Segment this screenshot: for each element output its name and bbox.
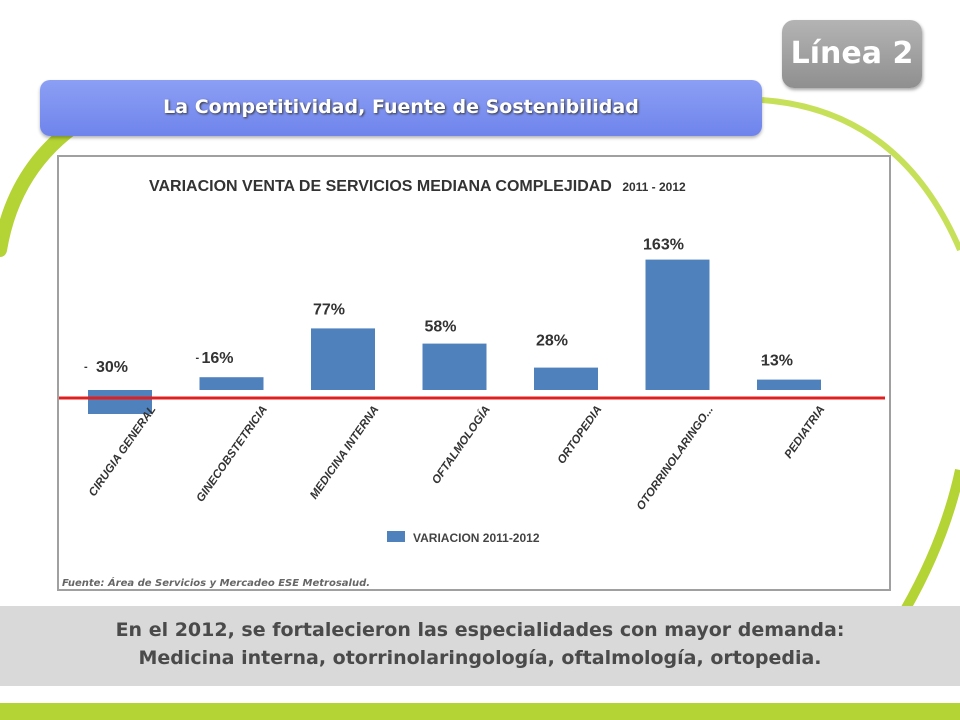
data-label-2: 16% [201, 350, 233, 367]
data-label-1: 30% [96, 359, 128, 376]
negative-marker-1: - [84, 361, 88, 373]
data-label-7: 13% [761, 353, 793, 370]
conclusion-text: En el 2012, se fortalecieron las especia… [20, 616, 940, 672]
conclusion-line-1: En el 2012, se fortalecieron las especia… [115, 619, 845, 641]
legend-label: VARIACION 2011-2012 [413, 531, 540, 545]
bar-1 [88, 390, 152, 414]
category-label-5: ORTOPEDIA [556, 404, 605, 467]
category-label-4: OFTALMOLOGÍA [429, 403, 493, 486]
bar-3 [311, 328, 375, 390]
bar-4 [422, 343, 487, 390]
category-label-6: OTORRINOLARINGO... [635, 404, 716, 513]
banner-title: La Competitividad, Fuente de Sostenibili… [163, 96, 639, 118]
bar-5 [534, 367, 598, 390]
bar-chart: VARIACION VENTA DE SERVICIOS MEDIANA COM… [59, 178, 885, 545]
conclusion-line-2: Medicina interna, otorrinolaringología, … [138, 647, 822, 669]
chart-title: VARIACION VENTA DE SERVICIOS MEDIANA COM… [149, 178, 686, 195]
chart-title-years: 2011 - 2012 [622, 180, 686, 194]
category-label-7: PEDIATRIA [783, 404, 828, 461]
chart-container: VARIACION VENTA DE SERVICIOS MEDIANA COM… [57, 155, 891, 591]
data-label-5: 28% [536, 333, 568, 350]
data-label-3: 77% [313, 301, 345, 318]
line-badge: Línea 2 [782, 20, 922, 88]
data-label-4: 58% [424, 319, 456, 336]
bar-2 [199, 377, 264, 390]
conclusion-band: En el 2012, se fortalecieron las especia… [0, 606, 960, 686]
category-label-3: MEDICINA INTERNA [308, 404, 381, 502]
section-banner: La Competitividad, Fuente de Sostenibili… [40, 80, 762, 136]
source-note: Fuente: Área de Servicios y Mercadeo ESE… [62, 578, 371, 589]
bar-7 [757, 379, 821, 390]
data-label-6: 163% [643, 237, 684, 254]
negative-marker-2: - [196, 352, 200, 364]
negative-marker-7: - [761, 355, 765, 367]
bar-6 [645, 259, 710, 390]
category-label-2: GINECOBSTETRICIA [195, 404, 270, 505]
legend-swatch [387, 531, 405, 542]
category-label-1: CIRUGIA GENERAL [87, 404, 159, 499]
chart-title-main: VARIACION VENTA DE SERVICIOS MEDIANA COM… [149, 178, 612, 195]
